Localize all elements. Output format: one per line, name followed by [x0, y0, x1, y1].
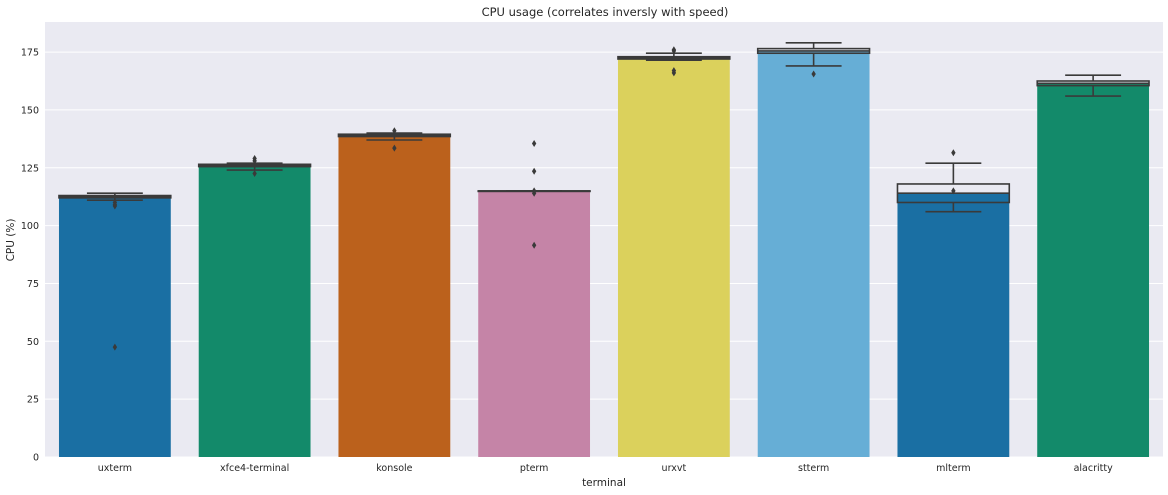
- outlier-point: [951, 149, 956, 157]
- y-tick-label: 50: [27, 337, 39, 348]
- box-alacritty: [1036, 74, 1150, 97]
- y-axis-ticks: 0 25 50 75 100 125 150 175: [21, 48, 39, 464]
- box-mlterm: [896, 149, 1011, 213]
- box-uxterm: [58, 192, 172, 351]
- x-tick-label: alacritty: [1074, 463, 1114, 474]
- outlier-point: [531, 167, 537, 175]
- bar-stterm: [757, 50, 870, 457]
- box-konsole: [337, 127, 452, 152]
- bars: [58, 50, 1150, 458]
- x-tick-label: stterm: [798, 463, 829, 474]
- x-tick-label: xfce4-terminal: [220, 463, 289, 474]
- outlier-point: [951, 187, 956, 195]
- outlier-point: [252, 155, 257, 163]
- x-tick-label: pterm: [520, 463, 549, 474]
- y-tick-label: 175: [21, 48, 39, 59]
- outlier-point: [252, 170, 257, 178]
- y-tick-label: 75: [27, 279, 39, 290]
- x-tick-label: uxterm: [98, 463, 132, 474]
- x-tick-label: mlterm: [936, 463, 970, 474]
- box-pterm: [477, 139, 591, 249]
- box-urxvt: [617, 46, 731, 77]
- bar-uxterm: [58, 196, 171, 457]
- y-tick-label: 150: [21, 105, 39, 116]
- outlier-point: [531, 241, 537, 249]
- bar-alacritty: [1037, 83, 1150, 457]
- outlier-point: [392, 144, 397, 152]
- box-stterm: [756, 42, 871, 78]
- outlier-point: [531, 189, 537, 197]
- y-tick-label: 25: [27, 395, 39, 406]
- bar-xfce4-terminal: [198, 165, 311, 457]
- outlier-point: [392, 127, 397, 135]
- bar-urxvt: [617, 57, 730, 458]
- x-tick-label: konsole: [376, 463, 412, 474]
- outlier-point: [811, 70, 816, 78]
- y-tick-label: 0: [33, 453, 39, 464]
- box-overlays: [58, 42, 1150, 351]
- chart-title: CPU usage (correlates inversly with spee…: [482, 5, 729, 19]
- outlier-point: [671, 69, 677, 77]
- box-xfce4-terminal: [197, 155, 312, 178]
- outlier-point: [531, 139, 537, 147]
- x-axis-ticks: uxterm xfce4-terminal konsole pterm urxvt stt…: [98, 463, 1113, 474]
- x-tick-label: urxvt: [662, 463, 687, 474]
- y-tick-label: 125: [21, 163, 39, 174]
- bar-pterm: [478, 190, 591, 457]
- outlier-point: [112, 343, 118, 351]
- x-axis-label: terminal: [582, 477, 626, 489]
- y-tick-label: 100: [21, 221, 39, 232]
- outlier-point: [112, 198, 118, 206]
- outlier-point: [671, 46, 677, 54]
- bar-mlterm: [897, 193, 1010, 458]
- y-axis-label: CPU (%): [5, 219, 17, 262]
- bar-konsole: [338, 135, 451, 457]
